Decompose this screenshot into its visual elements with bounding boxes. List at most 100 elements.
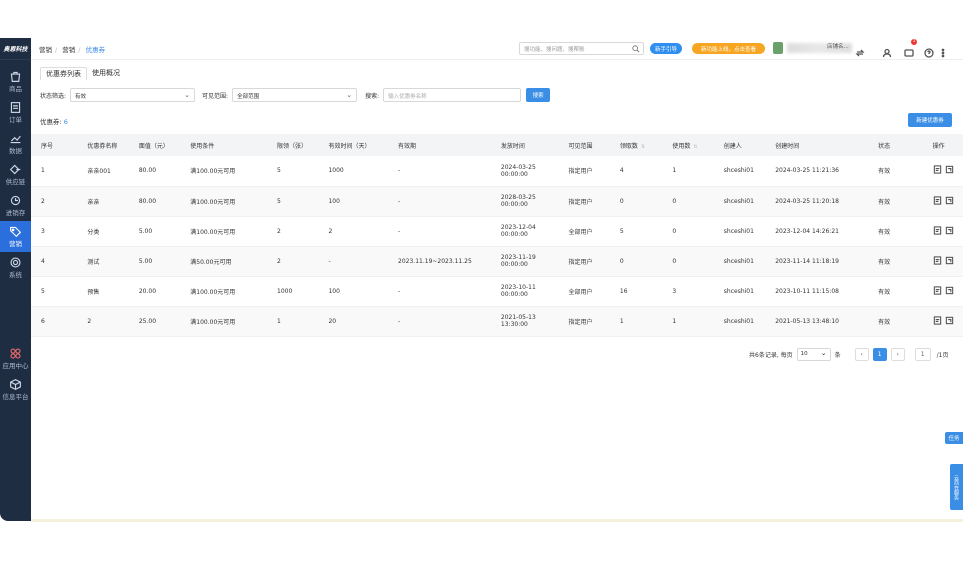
next-page-button[interactable]: › (890, 348, 905, 361)
promo-button[interactable]: 新功能上线，点击查看 (692, 43, 765, 54)
table-cell: 指定用户 (558, 306, 610, 337)
table-cell: 2023-11-19 00:00:00 (490, 246, 559, 277)
avatar[interactable] (773, 42, 783, 54)
help-icon[interactable] (924, 43, 934, 58)
global-search-input[interactable]: 搜功能、搜问题、搜帮账 (519, 42, 644, 55)
copy-icon[interactable] (945, 226, 954, 235)
tab-usage-overview[interactable]: 使用概况 (92, 69, 120, 77)
status-select[interactable]: 有效 ⌄ (70, 88, 196, 102)
coupon-search-input[interactable]: 输入优惠券名称 (383, 88, 522, 102)
switch-icon[interactable] (855, 43, 865, 57)
actions-cell (922, 186, 963, 217)
sort-icon[interactable]: ⇅ (693, 143, 698, 150)
col-header[interactable]: 领取数 ⇅ (609, 134, 663, 156)
breadcrumb: 营销 / 营销 / 优惠券 (39, 45, 106, 54)
copy-icon[interactable] (945, 286, 954, 295)
col-header: 优惠券名称 (77, 134, 129, 156)
col-header: 有效期 (388, 134, 491, 156)
service-float-button[interactable]: 云商在服务 (950, 464, 963, 510)
copy-icon[interactable] (945, 256, 954, 265)
chevron-down-icon: ⌄ (820, 349, 827, 357)
sidebar-item-system[interactable]: 系统 (0, 252, 31, 283)
table-cell: 0 (662, 246, 714, 277)
more-icon[interactable] (938, 43, 948, 58)
table-cell: 80.00 (128, 156, 181, 187)
table-cell: shceshi01 (713, 246, 766, 277)
table-cell: 指定用户 (558, 246, 610, 277)
topbar: 营销 / 营销 / 优惠券 (31, 38, 963, 60)
sidebar-item-supply[interactable]: 供应链 (0, 159, 31, 190)
table-cell: 预售 (77, 276, 129, 307)
table-cell: 满100.00元可用 (180, 216, 267, 247)
search-icon[interactable] (632, 45, 640, 53)
table-cell: 2024-03-25 11:20:18 (765, 186, 869, 217)
table-cell: 满100.00元可用 (180, 306, 267, 337)
coupon-table: 序号 优惠券名称 面值（元） 使用条件 限领（张） 有效时间（天） 有效期 发放… (31, 134, 963, 337)
table-cell: 2024-03-25 00:00:00 (490, 156, 559, 187)
table-cell: 1 (267, 306, 319, 337)
task-float-button[interactable]: 任务 (945, 432, 963, 444)
sidebar-item-stock[interactable]: 进销存 (0, 190, 31, 221)
col-header[interactable]: 使用数 ⇅ (662, 134, 714, 156)
coupon-count: 优惠券: 6 (40, 118, 68, 126)
tab-coupon-list[interactable]: 优惠券列表 (40, 67, 87, 80)
sidebar-item-apps[interactable]: 应用中心 (0, 343, 31, 374)
sidebar-item-marketing[interactable]: 营销 (0, 221, 31, 252)
table-cell: 5 (609, 216, 663, 247)
table-cell: 25.00 (128, 306, 181, 337)
copy-icon[interactable] (945, 316, 954, 325)
edit-icon[interactable] (933, 165, 942, 174)
edit-icon[interactable] (933, 315, 942, 325)
sort-icon[interactable]: ⇅ (640, 143, 646, 150)
chart-icon (10, 135, 21, 144)
goto-page-input[interactable]: 1 (914, 348, 931, 361)
edit-icon[interactable] (933, 195, 942, 205)
sidebar-item-orders[interactable]: 订单 (0, 97, 31, 128)
table-cell: 2024-03-25 11:21:36 (765, 156, 869, 187)
order-icon (10, 102, 21, 113)
chevron-down-icon: ⌄ (184, 91, 191, 99)
bottom-scrollbar[interactable] (31, 519, 963, 522)
user-name[interactable]: 店铺名... (827, 44, 849, 50)
prev-page-button[interactable]: ‹ (854, 348, 869, 361)
table-cell: 80.00 (128, 186, 181, 217)
message-icon[interactable] (904, 43, 914, 57)
sidebar-item-goods[interactable]: 商品 (0, 66, 31, 97)
table-cell: 2028-03-25 00:00:00 (490, 186, 559, 217)
breadcrumb-item[interactable]: 营销 (62, 45, 76, 54)
table-cell: 亲亲 (77, 186, 129, 217)
sidebar-item-data[interactable]: 数据 (0, 128, 31, 159)
copy-icon[interactable] (945, 196, 954, 205)
visible-range-select[interactable]: 全部范围 ⌄ (232, 88, 358, 102)
col-header: 面值（元） (128, 134, 181, 156)
breadcrumb-item[interactable]: 营销 (39, 45, 52, 54)
new-coupon-button[interactable]: 新建优惠券 (908, 113, 952, 127)
table-cell: - (388, 276, 491, 307)
table-cell: 2021-05-13 13:30:00 (490, 306, 559, 337)
col-header: 创建人 (713, 134, 766, 156)
edit-icon[interactable] (933, 225, 942, 235)
table-cell: 2023-11-14 11:18:19 (765, 246, 869, 277)
copy-icon[interactable] (945, 165, 954, 174)
table-cell: 2 (31, 186, 78, 217)
sidebar-item-info[interactable]: 信息平台 (0, 374, 31, 405)
gear-icon (10, 257, 21, 268)
table-cell: 0 (609, 246, 663, 277)
table-cell: 5 (267, 156, 319, 187)
newbie-guide-button[interactable]: 新手引导 (650, 43, 683, 54)
table-cell: 有效 (868, 306, 923, 337)
table-cell: - (318, 246, 389, 277)
edit-icon[interactable] (933, 255, 942, 265)
edit-icon[interactable] (933, 285, 942, 295)
page-number-button[interactable]: 1 (872, 348, 887, 361)
page-size-select[interactable]: 10 ⌄ (796, 348, 831, 361)
table-header-row: 序号 优惠券名称 面值（元） 使用条件 限领（张） 有效时间（天） 有效期 发放… (31, 134, 963, 156)
table-cell: 1000 (318, 156, 389, 187)
table-cell: 2 (267, 216, 319, 247)
search-button[interactable]: 搜索 (526, 88, 551, 102)
apps-icon (10, 348, 21, 359)
user-icon[interactable] (882, 43, 892, 58)
table-cell: 2023-10-11 11:15:08 (765, 276, 869, 307)
table-cell: 有效 (868, 186, 923, 217)
col-header: 使用条件 (180, 134, 267, 156)
